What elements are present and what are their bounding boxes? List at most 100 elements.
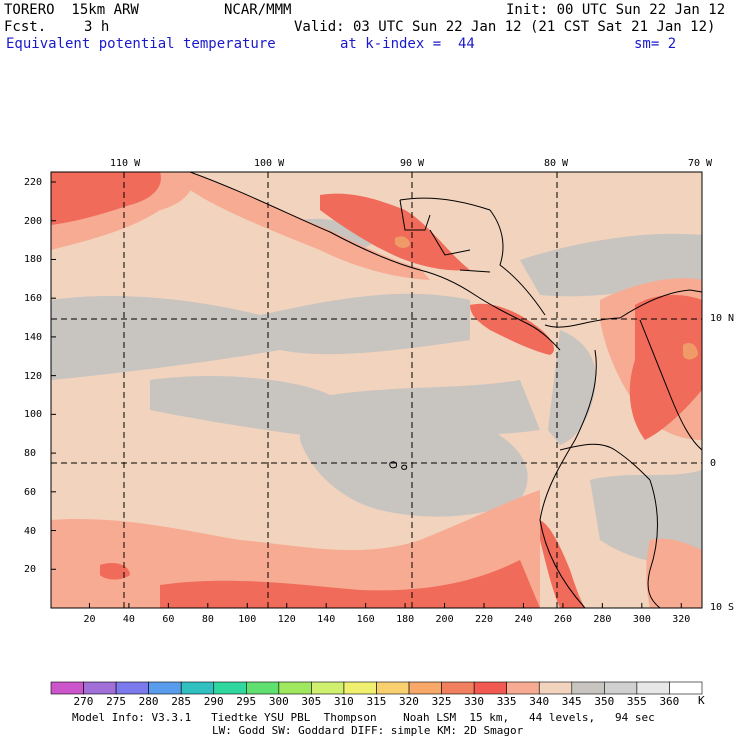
colorbar-swatch — [538, 681, 573, 695]
x-tick-label: 180 — [396, 614, 415, 625]
colorbar-swatch — [343, 681, 377, 695]
y-tick-label: 140 — [24, 331, 43, 343]
border-central-america — [399, 199, 491, 273]
colorbar-swatch — [246, 681, 280, 695]
colorbar-swatch — [604, 681, 638, 695]
y-tick-label: 160 — [24, 293, 43, 305]
colorbar-label: 350 — [594, 695, 615, 708]
colorbar-swatch — [441, 681, 475, 695]
lon-label-100w: 100 W — [254, 158, 285, 169]
model-info: Model Info: V3.3.1 Tiedtke YSU PBL Thomp… — [72, 711, 655, 724]
coastline-mexico — [189, 172, 561, 351]
colorbar-label: 315 — [366, 695, 387, 708]
y-tick-label: 180 — [24, 254, 43, 266]
colorbar-label: 340 — [529, 695, 550, 708]
colorbar-swatch — [473, 681, 507, 695]
colorbar — [50, 681, 703, 695]
lat-label-10n: 10 N — [710, 313, 735, 324]
forecast-hour: 3 h — [84, 19, 110, 35]
high-theta-south-strip — [160, 560, 540, 608]
mid-theta-south-band — [51, 490, 540, 608]
y-tick-label: 120 — [24, 370, 43, 382]
x-tick-label: 60 — [162, 614, 175, 625]
colorbar-swatch — [213, 681, 247, 695]
x-tick-label: 260 — [553, 614, 572, 625]
coastline-panama — [544, 317, 621, 328]
init-time: Init: 00 UTC Sun 22 Jan 12 — [506, 2, 726, 18]
colorbar-swatch — [636, 681, 670, 695]
coastline-caribbean — [399, 197, 546, 316]
colorbar-unit: K — [698, 694, 705, 707]
border-colombia-ecuador — [559, 443, 651, 481]
colorbar-label: 280 — [138, 695, 159, 708]
island-galapagos — [389, 461, 408, 470]
colorbar-label: 300 — [268, 695, 289, 708]
x-tick-label: 160 — [356, 614, 375, 625]
y-tick-label: 200 — [24, 215, 43, 227]
x-tick-label: 240 — [514, 614, 533, 625]
colorbar-swatch — [148, 681, 182, 695]
colorbar-label: 360 — [659, 695, 680, 708]
x-tick-label: 320 — [672, 614, 691, 625]
colorbar-swatch — [408, 681, 442, 695]
colorbar-swatch — [115, 681, 149, 695]
low-theta-south — [300, 396, 528, 517]
mid-theta-mexico-coast — [190, 172, 430, 280]
y-tick-label: 40 — [24, 525, 37, 537]
peak-theta-central-america — [395, 236, 410, 248]
coastline-south-america-west — [539, 349, 597, 608]
high-theta-southwest — [100, 563, 130, 580]
x-tick-label: 300 — [632, 614, 651, 625]
colorbar-swatch — [506, 681, 540, 695]
colorbar-label: 355 — [626, 695, 647, 708]
x-tick-label: 140 — [317, 614, 336, 625]
lon-label-80w: 80 W — [544, 158, 569, 169]
low-theta-colombia — [548, 330, 596, 445]
colorbar-label: 345 — [561, 695, 582, 708]
colorbar-swatch — [376, 681, 410, 695]
x-tick-label: 100 — [238, 614, 257, 625]
colorbar-label: 285 — [171, 695, 192, 708]
x-tick-label: 40 — [122, 614, 135, 625]
x-tick-label: 200 — [435, 614, 454, 625]
colorbar-label: 335 — [496, 695, 517, 708]
y-tick-label: 100 — [24, 409, 43, 421]
y-tick-label: 80 — [24, 448, 37, 460]
x-tick-label: 20 — [83, 614, 96, 625]
colorbar-swatch — [83, 681, 117, 695]
valid-time: Valid: 03 UTC Sun 22 Jan 12 (21 CST Sat … — [294, 19, 716, 35]
lat-label-0: 0 — [710, 458, 717, 469]
high-theta-peru-coast — [540, 520, 585, 608]
coastline-colombia-north — [619, 289, 702, 319]
border-peru-brazil — [647, 479, 661, 608]
map-frame — [50, 171, 703, 609]
colorbar-label: 305 — [301, 695, 322, 708]
low-theta-east — [520, 233, 702, 297]
y-tick-label: 220 — [24, 177, 43, 188]
low-theta-band-north — [51, 293, 470, 380]
forecast-label: Fcst. — [4, 19, 47, 35]
lon-label-90w: 90 W — [400, 158, 425, 169]
x-tick-label: 120 — [277, 614, 296, 625]
field-name: Equivalent potential temperature — [6, 36, 276, 52]
colorbar-label: 295 — [236, 695, 257, 708]
smoothing: sm= 2 — [634, 36, 677, 52]
colorbar-swatch — [669, 681, 703, 695]
high-theta-andes — [629, 295, 702, 440]
colorbar-label: 290 — [203, 695, 224, 708]
lon-label-70w: 70 W — [688, 158, 713, 169]
level-index: at k-index = 44 — [340, 36, 475, 52]
x-tick-label: 80 — [201, 614, 214, 625]
border-colombia-venezuela — [639, 319, 702, 451]
physics-info: LW: Godd SW: Goddard DIFF: simple KM: 2D… — [212, 724, 524, 737]
colorbar-label: 310 — [333, 695, 354, 708]
colorbar-label: 320 — [399, 695, 419, 708]
lon-label-110w: 110 W — [110, 158, 141, 169]
colorbar-swatch — [311, 681, 345, 695]
colorbar-label: 270 — [73, 695, 94, 708]
high-theta-costa-rica — [470, 303, 555, 355]
colorbar-label: 275 — [106, 695, 126, 708]
y-tick-label: 20 — [24, 564, 37, 576]
model-name: TORERO 15km ARW — [4, 2, 139, 18]
